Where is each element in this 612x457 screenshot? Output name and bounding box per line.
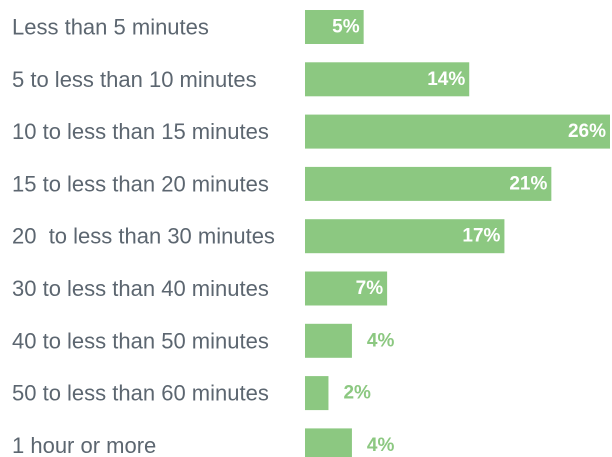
category-label: 40 to less than 50 minutes: [12, 328, 269, 353]
bar: [305, 428, 352, 457]
bar: [305, 114, 610, 149]
data-label: 14%: [427, 69, 465, 90]
data-label: 7%: [356, 278, 384, 299]
data-label: 2%: [343, 383, 371, 404]
data-label: 4%: [367, 435, 395, 456]
category-label: 5 to less than 10 minutes: [12, 67, 257, 92]
category-label: Less than 5 minutes: [12, 15, 209, 40]
bar: [305, 323, 352, 358]
bar: [305, 62, 470, 97]
data-label: 17%: [462, 226, 500, 247]
bar: [305, 166, 552, 201]
category-label: 15 to less than 20 minutes: [12, 171, 269, 196]
category-label: 30 to less than 40 minutes: [12, 276, 269, 301]
bar: [305, 219, 505, 254]
category-label: 1 hour or more: [12, 433, 156, 457]
category-label: 20 to less than 30 minutes: [12, 224, 275, 249]
bar: [305, 271, 388, 306]
bars: [305, 10, 610, 457]
data-label: 4%: [367, 330, 395, 351]
bar: [305, 376, 329, 411]
bar: [305, 10, 364, 44]
category-labels: Less than 5 minutes 5 to less than 10 min…: [12, 15, 275, 457]
data-label: 21%: [509, 173, 547, 194]
data-label: 5%: [332, 17, 360, 38]
category-label: 10 to less than 15 minutes: [12, 119, 269, 144]
data-label: 26%: [568, 121, 606, 142]
data-labels: 5% 14% 26% 21% 17% 7% 4% 2% 4%: [332, 17, 606, 456]
category-label: 50 to less than 60 minutes: [12, 381, 269, 406]
